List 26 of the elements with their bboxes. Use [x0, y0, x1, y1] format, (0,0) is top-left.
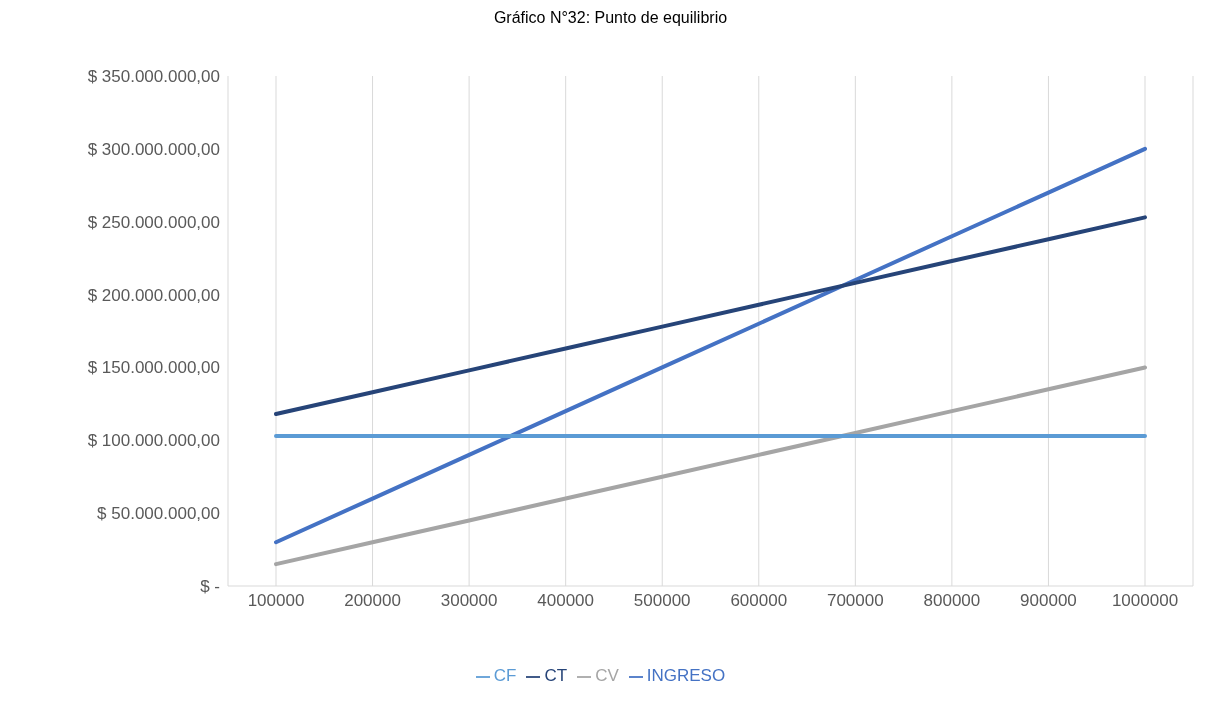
- x-tick-label: 700000: [826, 591, 884, 611]
- x-tick-label: 800000: [923, 591, 981, 611]
- line-series: [274, 215, 1147, 417]
- y-tick-label: $ -: [200, 577, 220, 597]
- y-tick-label: $ 350.000.000,00: [87, 67, 220, 87]
- y-tick-label: $ 300.000.000,00: [87, 139, 220, 159]
- y-tick-label: $ 250.000.000,00: [87, 212, 220, 232]
- y-tick-label: $ 100.000.000,00: [87, 431, 220, 451]
- y-tick-label: $ 150.000.000,00: [87, 358, 220, 378]
- x-tick-label: 100000: [247, 591, 305, 611]
- x-tick-label: 500000: [633, 591, 691, 611]
- x-tick-label: 400000: [537, 591, 595, 611]
- x-tick-label: 200000: [344, 591, 401, 611]
- y-tick-label: $ 50.000.000,00: [97, 504, 220, 524]
- x-tick-label: 300000: [440, 591, 498, 611]
- y-tick-label: $ 200.000.000,00: [87, 285, 220, 305]
- line-series: [274, 146, 1147, 545]
- legend-label: INGRESO: [646, 666, 726, 685]
- legend-label: CV: [595, 666, 619, 685]
- line-series: [274, 365, 1147, 567]
- legend-label: CF: [493, 666, 517, 685]
- x-tick-label: 1000000: [1111, 591, 1179, 611]
- x-tick-label: 900000: [1020, 591, 1077, 611]
- legend-label: CT: [544, 666, 568, 685]
- x-tick-label: 600000: [730, 591, 788, 611]
- chart-title: Gráfico N°32: Punto de equilibrio: [492, 8, 729, 28]
